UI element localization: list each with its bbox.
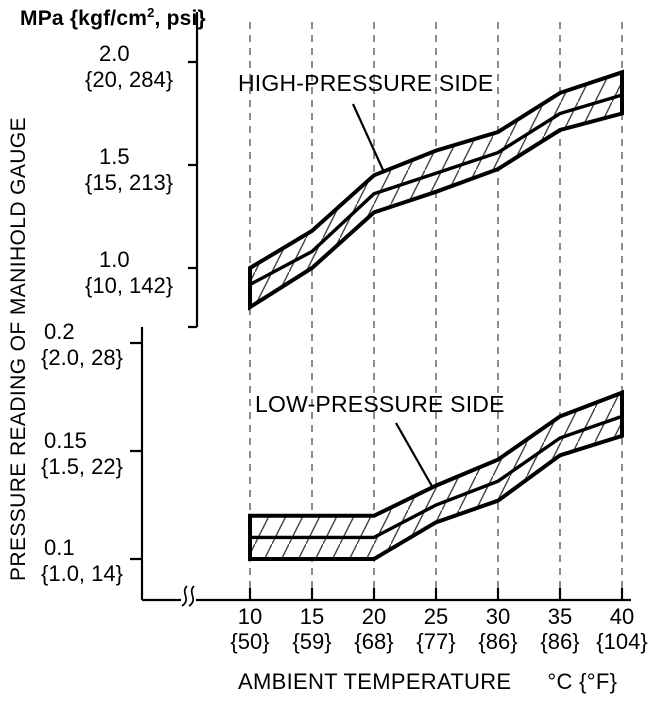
temp-c: 35 [547,604,573,629]
tick-alt-units: {1.0, 14} [41,561,123,586]
temp-c: 20 [361,604,387,629]
axis-break-icon [188,585,195,607]
x-axis-tick-2: 20 {68} [332,604,416,654]
tick-value: 0.2 [44,319,75,344]
x-axis-tick-5: 35 {86} [518,604,602,654]
tick-alt-units: {10, 142} [85,273,174,298]
temp-c: 25 [423,604,449,629]
tick-value: 1.0 [99,247,130,272]
high-axis-tick-0: 2.0 {20, 284} [85,41,173,93]
low-axis-tick-0: 0.2 {2.0, 28} [41,319,123,371]
temp-f: {59} [292,629,332,654]
low-pressure-center-line [250,414,623,540]
low-pressure-label-leader-line [395,422,434,489]
x-axis-title-unit: °C {°F} [547,669,618,694]
high-pressure-side-label: HIGH-PRESSURE SIDE [238,70,494,96]
high-pressure-center-line [249,93,623,287]
tick-value: 1.5 [99,144,130,169]
pressure-unit-label: MPa {kgf/cm2, psi} [20,5,206,31]
axis-break-icon [181,585,188,607]
high-axis-tick-2: 1.0 {10, 142} [85,247,173,299]
x-axis-tick-1: 15 {59} [270,604,354,654]
temp-c: 10 [237,604,263,629]
temp-c: 30 [485,604,511,629]
high-pressure-band [248,69,624,311]
temp-f: {104} [596,629,648,654]
y-axis-title: PRESSURE READING OF MANIHOLD GAUGE [7,117,30,582]
temp-f: {68} [354,629,394,654]
low-pressure-side-label: LOW-PRESSURE SIDE [255,391,505,417]
x-axis-tick-3: 25 {77} [394,604,478,654]
temp-c: 40 [609,604,635,629]
tick-alt-units: {1.5, 22} [41,454,123,479]
low-axis-tick-2: 0.1 {1.0, 14} [41,535,123,587]
tick-value: 0.15 [44,428,87,453]
tick-value: 0.1 [44,535,75,560]
temp-f: {50} [230,629,270,654]
unit-superscript: 2 [147,5,155,20]
tick-alt-units: {20, 284} [85,67,174,92]
high-pressure-label-leader-line [351,103,385,171]
temp-f: {86} [478,629,518,654]
tick-alt-units: {2.0, 28} [41,345,123,370]
x-axis-tick-4: 30 {86} [456,604,540,654]
temp-c: 15 [299,604,325,629]
unit-prefix: MPa {kgf/cm [20,7,148,30]
tick-value: 2.0 [99,41,130,66]
low-axis-tick-1: 0.15 {1.5, 22} [41,428,123,480]
unit-suffix: , psi} [154,7,206,30]
x-axis-title-text: AMBIENT TEMPERATURE [238,669,512,694]
temp-f: {77} [416,629,456,654]
x-axis-tick-6: 40 {104} [580,604,649,654]
axes [130,12,631,602]
tick-alt-units: {15, 213} [85,170,174,195]
low-pressure-band [248,389,624,561]
x-axis-tick-0: 10 {50} [208,604,292,654]
x-axis-title: AMBIENT TEMPERATURE °C {°F} [238,669,617,695]
temp-f: {86} [540,629,580,654]
high-axis-tick-1: 1.5 {15, 213} [85,144,173,196]
